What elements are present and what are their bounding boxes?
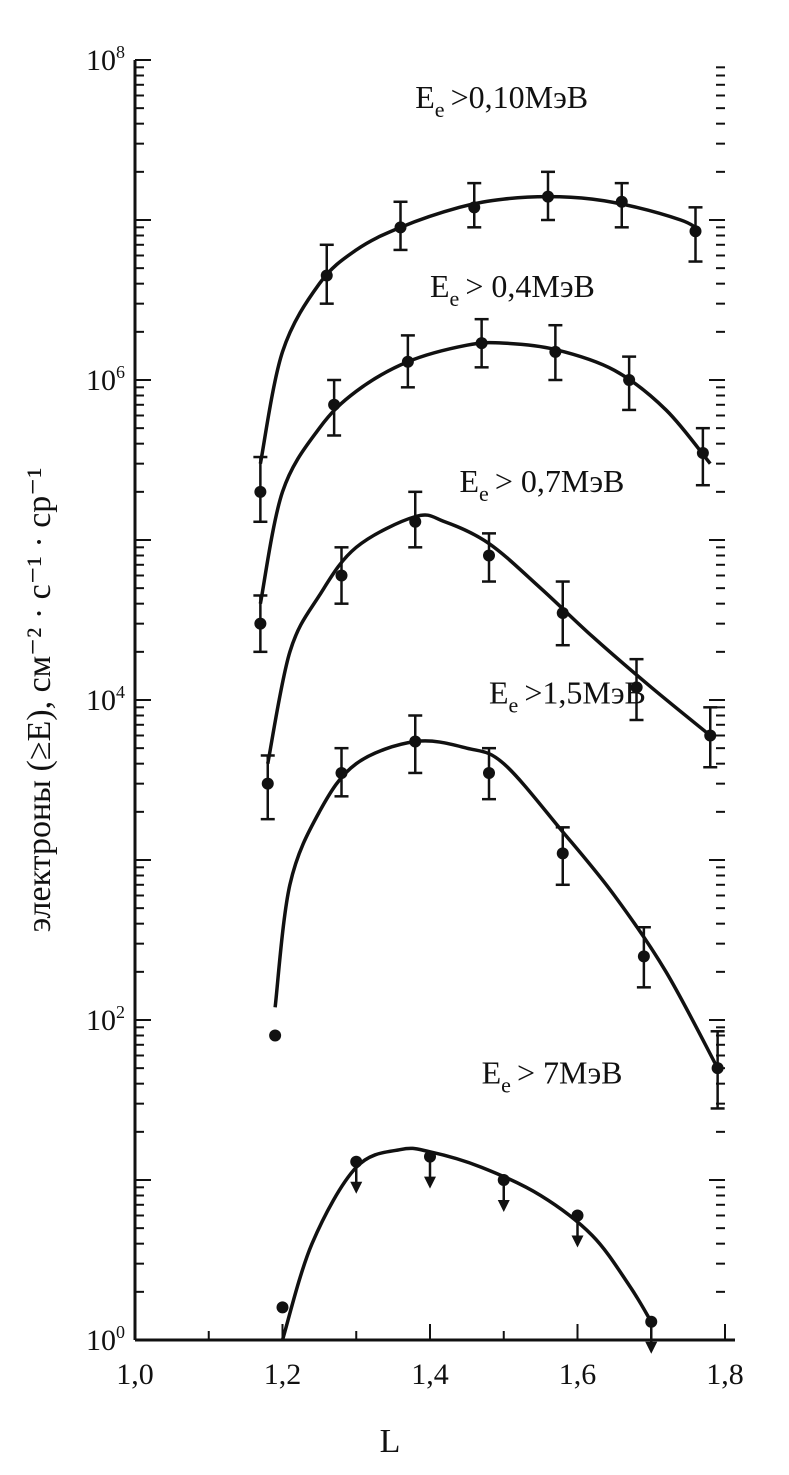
data-point: [475, 337, 488, 350]
data-point: [269, 1029, 282, 1042]
data-point: [320, 269, 333, 282]
series-curve: [273, 739, 720, 1069]
upper-limit-arrow: [645, 1341, 658, 1354]
series-labels: Ee >0,10MэB Ee > 0,4MэB Ee > 0,7MэB Ee >1,5MэB E…: [415, 79, 646, 1098]
series-label: Ee > 7MэB: [482, 1055, 623, 1098]
data-point: [704, 729, 717, 742]
ticks: 100 102 104 106 108 1,0 1,2 1,4 1,6 1,8: [86, 42, 744, 1391]
series-points: [253, 170, 725, 1354]
data-point: [556, 606, 569, 619]
data-point: [261, 777, 274, 790]
series-label: Ee >0,10MэB: [415, 79, 588, 122]
x-tick-label: 1,2: [264, 1358, 302, 1391]
series-curves: [258, 194, 720, 1341]
data-point: [483, 766, 495, 779]
y-tick-label: 106: [86, 362, 125, 397]
series-label: Ee >1,5MэB: [489, 675, 646, 718]
upper-limit-arrow: [350, 1181, 363, 1194]
data-point: [409, 515, 422, 528]
data-point: [711, 1062, 724, 1075]
y-tick-label: 108: [86, 42, 125, 77]
y-axis-label: электроны (≥E), см⁻² · с⁻¹ · ср⁻¹: [21, 468, 58, 933]
x-tick-label: 1,8: [706, 1358, 744, 1391]
series-curve: [258, 194, 697, 465]
x-tick-label: 1,0: [116, 1358, 154, 1391]
data-point: [401, 355, 414, 368]
series-curve: [280, 1146, 653, 1341]
data-point: [254, 617, 267, 630]
data-point: [276, 1301, 289, 1314]
y-tick-label: 104: [86, 682, 125, 717]
data-point: [335, 569, 348, 582]
x-tick-label: 1,4: [411, 1358, 449, 1391]
data-point: [615, 195, 628, 208]
data-point: [394, 221, 407, 234]
data-point: [637, 950, 650, 963]
data-point: [630, 681, 643, 694]
upper-limit-arrow: [497, 1200, 510, 1212]
series-curve: [258, 340, 712, 605]
data-point: [328, 398, 341, 411]
data-point: [542, 190, 554, 203]
x-axis-label: L: [380, 1423, 401, 1460]
data-point: [689, 225, 702, 238]
series-curve: [266, 513, 712, 765]
data-point: [483, 549, 495, 562]
y-tick-label: 102: [86, 1002, 125, 1037]
upper-limit-arrow: [571, 1235, 584, 1248]
data-point: [409, 735, 422, 748]
data-point: [335, 766, 348, 779]
series-label: Ee > 0,7MэB: [460, 463, 625, 506]
upper-limit-arrow: [424, 1176, 436, 1189]
data-point: [254, 485, 267, 498]
data-point: [696, 446, 709, 459]
data-point: [623, 374, 636, 386]
data-point: [549, 345, 562, 358]
x-tick-label: 1,6: [559, 1358, 597, 1391]
y-tick-label: 100: [86, 1322, 125, 1357]
series-label: Ee > 0,4MэB: [430, 268, 595, 311]
data-point: [556, 847, 569, 860]
data-point: [468, 201, 481, 214]
